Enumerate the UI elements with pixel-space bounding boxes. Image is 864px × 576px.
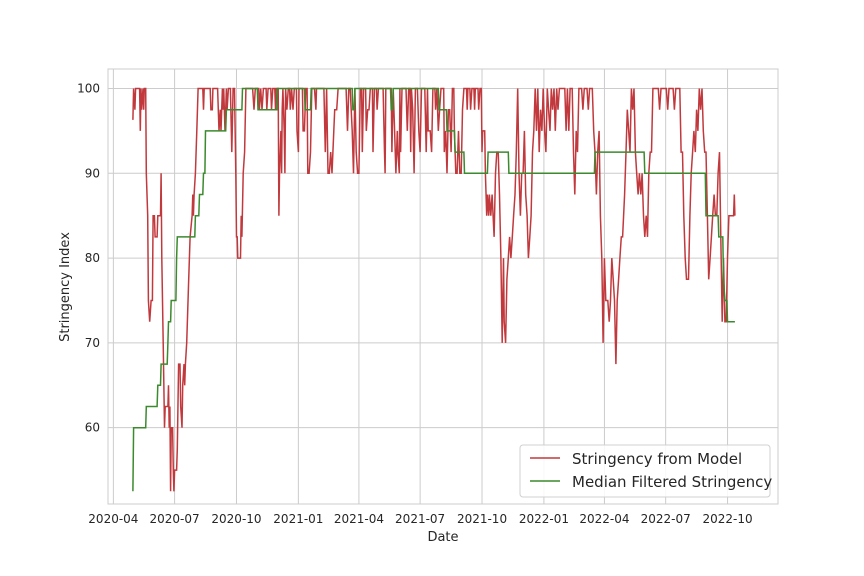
x-tick-label: 2021-10	[457, 512, 507, 526]
legend: Stringency from Model Median Filtered St…	[519, 444, 772, 498]
plot-frame	[107, 68, 779, 505]
x-axis-ticks: 2020-04 2020-07 2020-10 2021-01 2021-04 2021-…	[88, 512, 752, 526]
legend-label-model: Stringency from Model	[572, 450, 742, 468]
x-tick-label: 2020-04	[88, 512, 138, 526]
x-tick-label: 2021-01	[273, 512, 323, 526]
y-tick-label: 70	[85, 336, 100, 350]
legend-box	[519, 444, 771, 498]
series-line-model	[132, 87, 736, 492]
series-line-median	[132, 87, 735, 492]
x-tick-label: 2022-04	[579, 512, 629, 526]
y-axis-ticks: 60 70 80 90 100	[77, 82, 100, 435]
x-tick-label: 2020-07	[150, 512, 200, 526]
y-tick-label: 90	[85, 166, 100, 180]
x-tick-label: 2021-04	[334, 512, 384, 526]
x-tick-label: 2021-07	[395, 512, 445, 526]
x-tick-label: 2022-10	[702, 512, 752, 526]
grid	[108, 69, 778, 504]
series-layer	[132, 87, 736, 492]
y-axis-label: Stringency Index	[58, 232, 73, 342]
x-axis-label: Date	[427, 530, 458, 545]
y-tick-label: 60	[85, 421, 100, 435]
y-tick-label: 80	[85, 251, 100, 265]
y-tick-label: 100	[77, 82, 100, 96]
x-tick-label: 2022-01	[519, 512, 569, 526]
legend-label-median: Median Filtered Stringency	[572, 473, 772, 491]
x-tick-label: 2020-10	[211, 512, 261, 526]
x-tick-label: 2022-07	[641, 512, 691, 526]
